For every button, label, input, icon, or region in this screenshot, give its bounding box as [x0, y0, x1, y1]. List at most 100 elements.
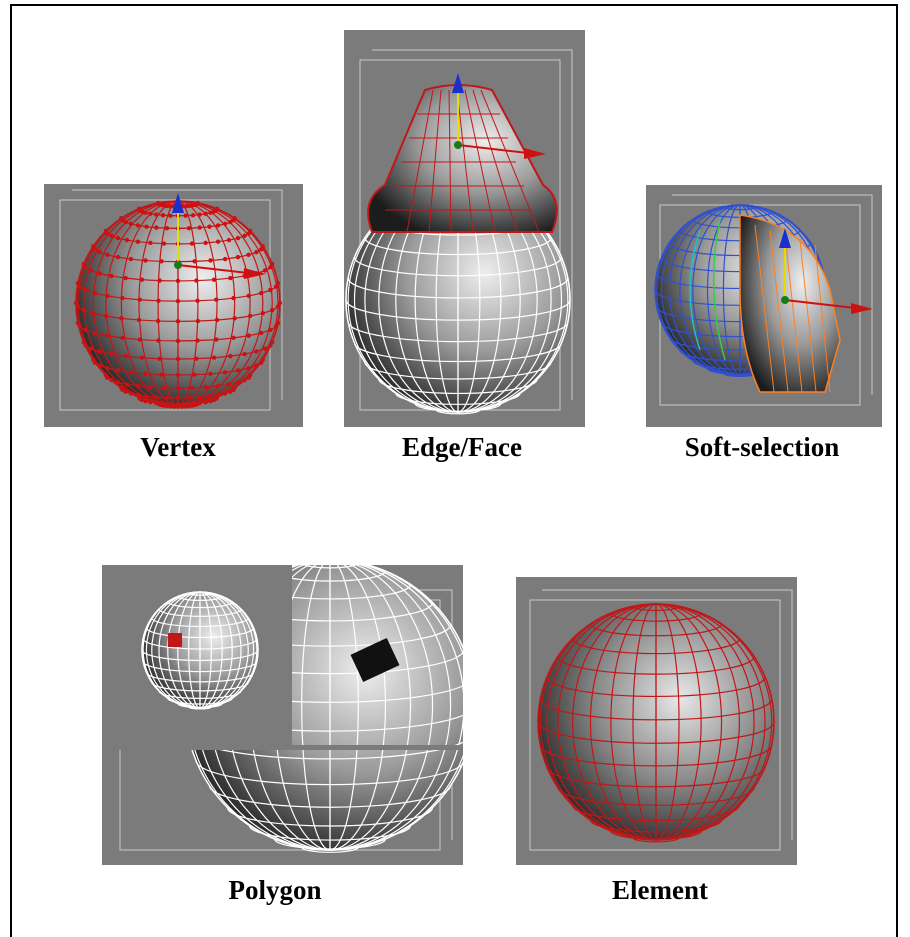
- vertex: [129, 222, 133, 226]
- vertex: [156, 299, 160, 303]
- vertex: [156, 338, 160, 342]
- vertex: [216, 384, 220, 388]
- vertex: [156, 319, 160, 323]
- vertex: [254, 250, 258, 254]
- vertex: [83, 265, 87, 269]
- vertex: [194, 356, 198, 360]
- vertex: [247, 294, 251, 298]
- vertex: [216, 223, 220, 227]
- vertex: [197, 225, 201, 229]
- vertex: [97, 271, 101, 275]
- vertex: [143, 372, 147, 376]
- vertex: [212, 356, 216, 360]
- vertex: [154, 225, 158, 229]
- panel-label: Element: [612, 875, 708, 905]
- vertex: [242, 234, 246, 238]
- vertex: [214, 337, 218, 341]
- vertex: [231, 336, 235, 340]
- vertex: [148, 212, 152, 216]
- vertex: [268, 288, 272, 292]
- vertex: [191, 213, 195, 217]
- vertex: [144, 224, 148, 228]
- vertex: [82, 308, 86, 312]
- vertex: [125, 238, 129, 242]
- vertex: [168, 204, 172, 208]
- gizmo-center: [454, 141, 462, 149]
- vertex: [161, 213, 165, 217]
- panel-label: Soft-selection: [685, 432, 839, 462]
- vertex: [270, 308, 274, 312]
- vertex: [89, 268, 93, 272]
- vertex: [194, 278, 198, 282]
- vertex: [125, 382, 129, 386]
- vertex: [148, 385, 152, 389]
- vertex: [192, 372, 196, 376]
- gizmo-center: [174, 261, 182, 269]
- vertex: [268, 328, 272, 332]
- vertex: [231, 296, 235, 300]
- vertex: [176, 357, 180, 361]
- vertex: [140, 277, 144, 281]
- vertex: [242, 352, 246, 356]
- vertex: [232, 316, 236, 320]
- vertex: [216, 239, 220, 243]
- vertex: [212, 277, 216, 281]
- vertex: [263, 268, 267, 272]
- vertex: [89, 346, 93, 350]
- vertex: [129, 370, 133, 374]
- vertex: [154, 212, 158, 216]
- vertex: [197, 395, 201, 399]
- vertex: [263, 346, 267, 350]
- vertex: [187, 396, 191, 400]
- vertex: [195, 299, 199, 303]
- vertex: [129, 257, 133, 261]
- vertex: [157, 278, 161, 282]
- vertex: [140, 356, 144, 360]
- vertex: [168, 213, 172, 217]
- vertex: [176, 396, 180, 400]
- vertex: [176, 339, 180, 343]
- vertex: [104, 314, 108, 318]
- vertex: [248, 314, 252, 318]
- vertex: [123, 276, 127, 280]
- vertex: [215, 318, 219, 322]
- vertex: [162, 386, 166, 390]
- poly: [168, 633, 182, 647]
- vertex: [143, 258, 147, 262]
- vertex: [190, 241, 194, 245]
- vertex: [136, 384, 140, 388]
- vertex: [259, 291, 263, 295]
- vertex: [254, 349, 258, 353]
- removed-gap: [180, 745, 470, 750]
- vertex: [83, 328, 87, 332]
- vertex: [105, 294, 109, 298]
- vertex: [105, 253, 109, 257]
- vertex: [136, 223, 140, 227]
- vertex: [154, 395, 158, 399]
- vertex: [176, 319, 180, 323]
- vertex: [162, 241, 166, 245]
- vertex: [91, 311, 95, 315]
- vertex: [227, 382, 231, 386]
- vertex: [190, 386, 194, 390]
- vertex: [246, 253, 250, 257]
- vertex: [105, 333, 109, 337]
- vertex: [261, 311, 265, 315]
- vertex: [93, 247, 97, 251]
- figure: Vertex Edge/Face Soft-selection Polygon …: [0, 0, 910, 937]
- vertex: [109, 234, 113, 238]
- vertex: [136, 239, 140, 243]
- vertex: [196, 319, 200, 323]
- vertex: [120, 336, 124, 340]
- vertex: [116, 236, 120, 240]
- vertex: [223, 222, 227, 226]
- vertex: [207, 394, 211, 398]
- vertex: [116, 368, 120, 372]
- vertex: [120, 296, 124, 300]
- panel-label: Polygon: [228, 875, 321, 905]
- vertex: [228, 354, 232, 358]
- vertex: [165, 396, 169, 400]
- vertex: [203, 212, 207, 216]
- vertex: [137, 318, 141, 322]
- vertex: [138, 337, 142, 341]
